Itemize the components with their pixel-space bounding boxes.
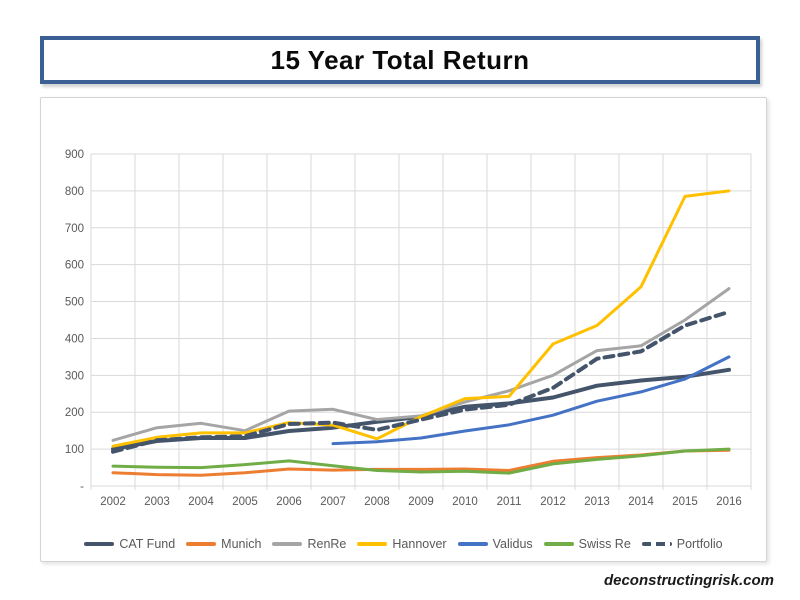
legend-label: Swiss Re xyxy=(578,537,631,551)
y-tick-label: 400 xyxy=(65,333,84,345)
chart-legend: CAT Fund Munich RenRe Hannover Validus Swiss … xyxy=(41,537,766,551)
legend-swatch xyxy=(186,542,217,546)
legend-label: RenRe xyxy=(307,537,347,551)
page-title: 15 Year Total Return xyxy=(270,44,530,75)
y-tick-label: 700 xyxy=(65,223,84,235)
legend-label: CAT Fund xyxy=(119,537,176,551)
legend-swatch xyxy=(357,542,388,546)
legend-item-validus: Validus xyxy=(457,537,533,551)
x-tick-label: 2005 xyxy=(232,496,258,508)
y-tick-label: 300 xyxy=(65,370,84,382)
x-tick-label: 2007 xyxy=(320,496,346,508)
chart-area: 900 800 700 600 500 400 300 200 100 - 2002 2003 2004… xyxy=(40,97,767,562)
x-tick-label: 2006 xyxy=(276,496,302,508)
legend-swatch xyxy=(84,542,115,546)
x-tick-label: 2012 xyxy=(540,496,566,508)
series-line-validus xyxy=(331,355,731,446)
x-tick-label: 2009 xyxy=(408,496,434,508)
legend-swatch xyxy=(543,542,574,546)
y-tick-label: 600 xyxy=(65,260,84,272)
chart-title-box: 15 Year Total Return xyxy=(40,36,760,84)
x-tick-label: 2004 xyxy=(188,496,214,508)
legend-item-hannover: Hannover xyxy=(357,537,447,551)
legend-swatch xyxy=(272,542,303,546)
line-chart: 900 800 700 600 500 400 300 200 100 - 2002 2003 2004… xyxy=(65,149,752,508)
x-tick-label: 2013 xyxy=(584,496,610,508)
x-tick-label: 2003 xyxy=(144,496,170,508)
series-line-portfolio xyxy=(111,309,731,454)
x-tick-label: 2011 xyxy=(497,496,522,508)
y-tick-label: 900 xyxy=(65,149,84,161)
watermark-text: deconstructingrisk.com xyxy=(603,572,774,589)
y-tick-label: 800 xyxy=(65,186,84,198)
series-line-hannover xyxy=(111,189,731,448)
x-tick-label: 2015 xyxy=(672,496,698,508)
y-tick-label: 500 xyxy=(65,297,84,309)
x-tick-label: 2014 xyxy=(628,496,654,508)
legend-item-portfolio: Portfolio xyxy=(641,537,723,551)
x-tick-label: 2008 xyxy=(364,496,390,508)
x-tick-label: 2002 xyxy=(100,496,126,508)
legend-swatch xyxy=(641,542,672,546)
legend-label: Validus xyxy=(492,537,533,551)
legend-item-renre: RenRe xyxy=(272,537,346,551)
legend-item-swiss-re: Swiss Re xyxy=(543,537,631,551)
series-line-swiss-re xyxy=(111,447,731,475)
legend-item-munich: Munich xyxy=(186,537,261,551)
x-tick-label: 2010 xyxy=(452,496,478,508)
legend-label: Hannover xyxy=(392,537,447,551)
legend-item-cat-fund: CAT Fund xyxy=(84,537,175,551)
legend-label: Portfolio xyxy=(676,537,723,551)
legend-swatch xyxy=(457,542,488,546)
y-tick-label: - xyxy=(80,481,84,493)
y-tick-label: 200 xyxy=(65,407,84,419)
x-tick-label: 2016 xyxy=(716,496,742,508)
y-tick-label: 100 xyxy=(65,444,84,456)
legend-label: Munich xyxy=(221,537,262,551)
